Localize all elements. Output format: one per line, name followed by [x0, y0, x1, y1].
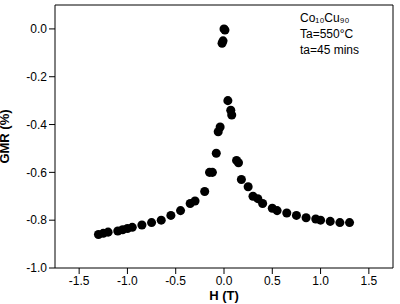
- svg-text:1.0: 1.0: [312, 274, 329, 288]
- svg-text:-1.0: -1.0: [26, 261, 47, 275]
- svg-text:GMR (%): GMR (%): [8, 109, 12, 163]
- svg-text:-0.6: -0.6: [26, 166, 47, 180]
- svg-text:-0.8: -0.8: [26, 213, 47, 227]
- svg-text:-0.4: -0.4: [26, 118, 47, 132]
- html-text:ta=45 mins: ta=45 mins: [300, 43, 359, 57]
- svg-text:0.0: 0.0: [216, 274, 233, 288]
- html-text:Ta=550°C: Ta=550°C: [300, 27, 354, 41]
- svg-text:-0.5: -0.5: [165, 274, 186, 288]
- svg-text:-0.2: -0.2: [26, 70, 47, 84]
- svg-text:-1.5: -1.5: [69, 274, 90, 288]
- html-text:Co₁₀Cu₉₀: Co₁₀Cu₉₀: [300, 11, 350, 25]
- svg-text:1.5: 1.5: [361, 274, 378, 288]
- svg-text:-1.0: -1.0: [117, 274, 138, 288]
- svg-text:H (T): H (T): [209, 288, 239, 303]
- svg-text:0.0: 0.0: [30, 22, 47, 36]
- svg-text:0.5: 0.5: [264, 274, 281, 288]
